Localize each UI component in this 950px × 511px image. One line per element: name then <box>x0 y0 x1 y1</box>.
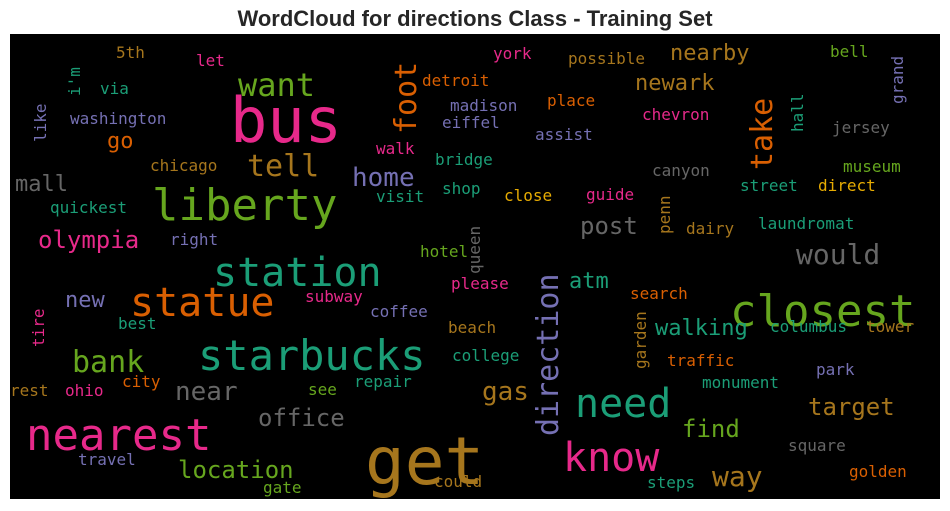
cloud-word-post: post <box>580 212 638 240</box>
cloud-word-know: know <box>563 435 660 481</box>
word-cloud-canvas: busgetcloseststarbuckslibertyneareststat… <box>10 34 940 499</box>
cloud-word-chevron: chevron <box>642 105 709 124</box>
cloud-word-hall: hall <box>788 93 807 132</box>
cloud-word-find: find <box>682 415 740 443</box>
cloud-word-go: go <box>107 129 134 154</box>
cloud-word-possible: possible <box>568 49 645 68</box>
cloud-word-square: square <box>788 436 846 455</box>
cloud-word-im: i'm <box>65 67 84 96</box>
cloud-word-laundromat: laundromat <box>758 214 854 233</box>
cloud-word-tower: tower <box>866 317 915 336</box>
cloud-word-hotel: hotel <box>420 242 468 261</box>
cloud-word-search: search <box>630 284 688 303</box>
cloud-word-way: way <box>712 460 763 493</box>
cloud-word-via: via <box>100 79 129 98</box>
cloud-word-rest: rest <box>10 381 49 400</box>
cloud-word-gate: gate <box>263 478 302 497</box>
cloud-word-traffic: traffic <box>667 351 734 370</box>
cloud-word-shop: shop <box>442 179 481 198</box>
cloud-word-mall: mall <box>15 172 68 197</box>
cloud-word-park: park <box>816 360 855 379</box>
cloud-word-best: best <box>118 314 157 333</box>
cloud-word-olympia: olympia <box>38 226 139 254</box>
cloud-word-dairy: dairy <box>686 219 735 238</box>
cloud-word-want: want <box>238 66 315 104</box>
cloud-word-golden: golden <box>849 462 907 481</box>
cloud-word-could: could <box>434 472 482 491</box>
cloud-word-gas: gas <box>482 377 529 407</box>
cloud-word-need: need <box>575 381 671 427</box>
cloud-word-liberty: liberty <box>152 180 337 231</box>
cloud-word-city: city <box>122 372 161 391</box>
cloud-word-like: like <box>31 103 50 142</box>
cloud-word-penn: penn <box>655 195 674 234</box>
cloud-word-newark: newark <box>635 71 714 96</box>
cloud-word-beach: beach <box>448 318 496 337</box>
cloud-word-tell: tell <box>247 149 319 184</box>
cloud-word-visit: visit <box>376 187 424 206</box>
cloud-word-foot: foot <box>389 62 424 134</box>
cloud-word-5th: 5th <box>116 43 145 62</box>
cloud-word-grand: grand <box>888 56 907 104</box>
word-cloud: bus get closest starbucks liberty nearest stat… <box>10 34 940 499</box>
cloud-word-college: college <box>452 346 519 365</box>
cloud-word-direction: direction <box>531 273 566 436</box>
cloud-word-street: street <box>740 176 798 195</box>
cloud-word-canyon: canyon <box>652 161 710 180</box>
cloud-word-ohio: ohio <box>65 381 104 400</box>
cloud-word-would: would <box>796 238 880 271</box>
cloud-word-eiffel: eiffel <box>442 113 500 132</box>
cloud-word-garden: garden <box>631 311 650 369</box>
cloud-word-close: close <box>504 186 552 205</box>
cloud-word-direct: direct <box>818 176 876 195</box>
cloud-word-museum: museum <box>843 157 901 176</box>
cloud-word-bridge: bridge <box>435 150 493 169</box>
cloud-word-near: near <box>175 377 238 407</box>
cloud-word-walking: walking <box>655 316 748 341</box>
cloud-word-right: right <box>170 230 218 249</box>
cloud-word-guide: guide <box>586 185 634 204</box>
cloud-word-monument: monument <box>702 373 779 392</box>
cloud-word-quickest: quickest <box>50 198 127 217</box>
cloud-word-office: office <box>258 404 345 432</box>
cloud-word-steps: steps <box>647 473 695 492</box>
cloud-word-detroit: detroit <box>422 71 489 90</box>
cloud-word-let: let <box>196 51 225 70</box>
cloud-word-take: take <box>745 98 780 170</box>
cloud-word-jersey: jersey <box>832 118 890 137</box>
cloud-word-walk: walk <box>376 139 415 158</box>
cloud-word-bell: bell <box>830 42 869 61</box>
cloud-word-tire: tire <box>29 308 48 347</box>
cloud-word-repair: repair <box>354 372 412 391</box>
cloud-word-new: new <box>65 288 105 313</box>
cloud-word-please: please <box>451 274 509 293</box>
cloud-word-columbus: columbus <box>770 317 847 336</box>
cloud-word-york: york <box>493 44 532 63</box>
cloud-word-nearby: nearby <box>670 41 749 66</box>
chart-title: WordCloud for directions Class - Trainin… <box>0 6 950 32</box>
cloud-word-coffee: coffee <box>370 302 428 321</box>
cloud-word-assist: assist <box>535 125 593 144</box>
cloud-word-see: see <box>308 380 337 399</box>
cloud-word-target: target <box>808 393 895 421</box>
cloud-word-washington: washington <box>70 109 166 128</box>
cloud-word-place: place <box>547 91 595 110</box>
cloud-word-atm: atm <box>569 269 609 294</box>
cloud-word-subway: subway <box>305 287 363 306</box>
cloud-word-travel: travel <box>78 450 136 469</box>
cloud-word-chicago: chicago <box>150 156 217 175</box>
